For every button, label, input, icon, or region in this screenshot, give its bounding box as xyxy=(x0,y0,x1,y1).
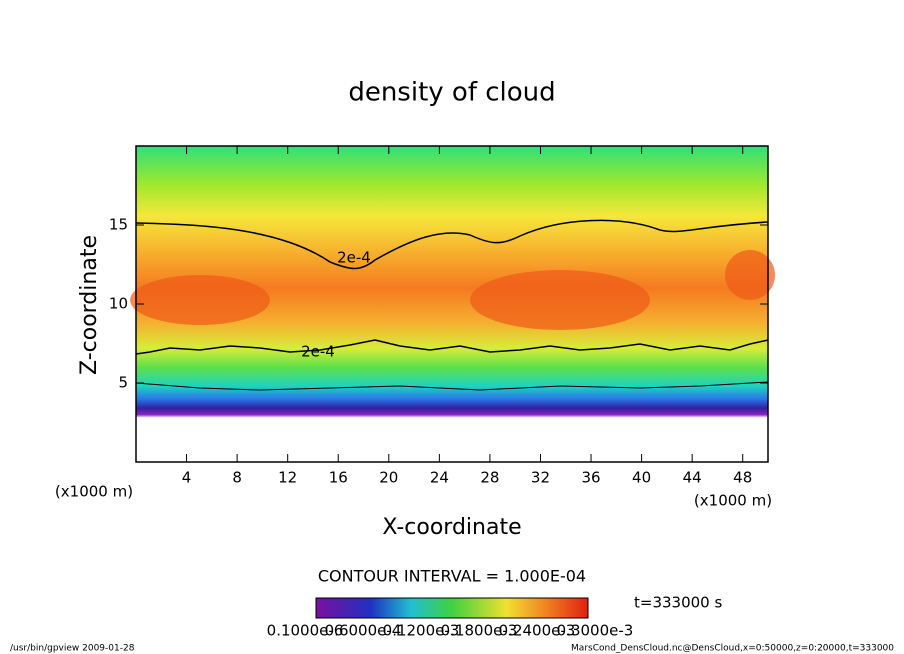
plot-area xyxy=(130,145,775,463)
x-axis-label: X-coordinate xyxy=(382,515,521,540)
x-tick-label: 20 xyxy=(379,469,398,487)
colorbar-label: 0.1200e-3 xyxy=(383,622,460,640)
x-tick-label: 24 xyxy=(430,469,449,487)
x-tick-label: 4 xyxy=(182,469,192,487)
x-tick-label: 40 xyxy=(632,469,651,487)
x-tick-label: 8 xyxy=(232,469,242,487)
y-unit: (x1000 m) xyxy=(55,483,133,501)
contour-interval: CONTOUR INTERVAL = 1.000E-04 xyxy=(318,567,586,586)
x-tick-label: 16 xyxy=(329,469,348,487)
x-tick-label: 44 xyxy=(683,469,702,487)
time-label: t=333000 s xyxy=(634,594,722,612)
x-tick-label: 12 xyxy=(278,469,297,487)
y-axis-label: Z-coordinate xyxy=(77,235,102,375)
colorbar-label: 0.2400e-3 xyxy=(499,622,576,640)
x-tick-label: 32 xyxy=(531,469,550,487)
contour-line xyxy=(135,219,769,270)
contour-line xyxy=(135,381,769,391)
x-tick-label: 48 xyxy=(733,469,752,487)
colorbar-label: 0.1800e-3 xyxy=(441,622,518,640)
contour-line xyxy=(135,339,769,355)
colorbar-label: 0.6000e-4 xyxy=(325,622,402,640)
footer-right: MarsCond_DensCloud.nc@DensCloud,x=0:5000… xyxy=(571,644,894,654)
colorbar-label: 0.3000e-3 xyxy=(557,622,634,640)
x-tick-label: 28 xyxy=(480,469,499,487)
colorbar-label: 0.1000e-6 xyxy=(267,622,344,640)
colorbar xyxy=(315,597,589,619)
chart-title: density of cloud xyxy=(348,78,555,108)
y-tick-label: 5 xyxy=(118,374,128,392)
field xyxy=(470,270,650,330)
x-unit: (x1000 m) xyxy=(694,492,772,510)
y-tick-label: 15 xyxy=(109,216,128,234)
field xyxy=(130,275,270,325)
field xyxy=(725,250,775,300)
contour-label: 2e-4 xyxy=(337,249,371,267)
y-tick-label: 10 xyxy=(109,295,128,313)
footer-left: /usr/bin/gpview 2009-01-28 xyxy=(10,644,135,654)
x-tick-label: 36 xyxy=(581,469,600,487)
contour-label: 2e-4 xyxy=(301,343,335,361)
